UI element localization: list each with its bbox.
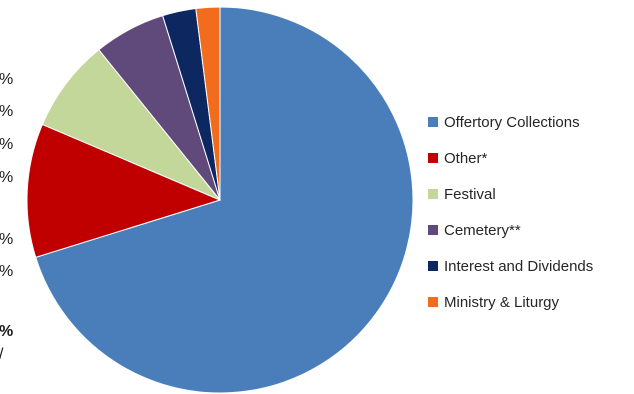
legend-item-offertory-collections: Offertory Collections bbox=[428, 104, 593, 140]
legend-label: Festival bbox=[444, 185, 496, 203]
legend-item-ministry-and-liturgy: Ministry & Liturgy bbox=[428, 284, 593, 320]
legend-item-cemetery: Cemetery** bbox=[428, 212, 593, 248]
legend-label: Cemetery** bbox=[444, 221, 521, 239]
legend-swatch bbox=[428, 225, 438, 235]
cut-off-percent-label: % bbox=[0, 136, 14, 153]
legend-swatch bbox=[428, 117, 438, 127]
pie-slice-other bbox=[26, 123, 222, 258]
legend-swatch bbox=[428, 261, 438, 271]
legend-label: Offertory Collections bbox=[444, 113, 580, 131]
legend-item-other: Other* bbox=[428, 140, 593, 176]
legend-swatch bbox=[428, 153, 438, 163]
legend-item-festival: Festival bbox=[428, 176, 593, 212]
cut-off-percent-label: / bbox=[0, 347, 3, 363]
cut-off-percent-label: % bbox=[0, 323, 14, 340]
legend-swatch bbox=[428, 189, 438, 199]
legend-label: Other* bbox=[444, 149, 488, 167]
cut-off-percent-label: % bbox=[0, 103, 14, 120]
cut-off-percent-label: % bbox=[0, 71, 14, 88]
cut-off-percent-label: % bbox=[0, 169, 14, 186]
legend-swatch bbox=[428, 297, 438, 307]
pie-slice-ministry-liturgy bbox=[195, 6, 221, 201]
legend-label: Interest and Dividends bbox=[444, 257, 594, 275]
pie-slice-festival bbox=[41, 49, 221, 201]
cut-off-percent-label: % bbox=[0, 231, 14, 248]
chart-legend: Offertory Collections Other* Festival Ce… bbox=[428, 104, 593, 320]
legend-label: Ministry & Liturgy bbox=[444, 293, 560, 311]
legend-item-interest-and-dividends: Interest and Dividends bbox=[428, 248, 593, 284]
pie-slice-offertory-collections bbox=[35, 6, 414, 394]
cut-off-percent-label: % bbox=[0, 263, 14, 280]
